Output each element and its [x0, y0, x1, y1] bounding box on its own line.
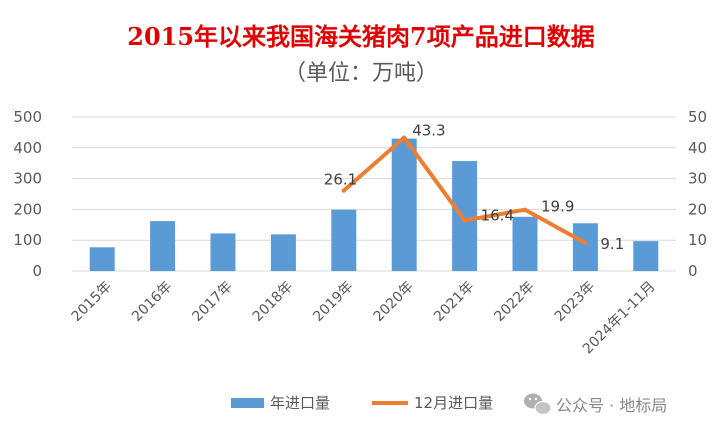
data-label: 26.1	[324, 171, 357, 189]
x-tick-label: 2023年	[552, 279, 598, 325]
legend: 年进口量 12月进口量	[231, 394, 493, 412]
right-tick-label: 20	[688, 200, 707, 218]
bar	[572, 223, 598, 271]
left-axis: 0 100 200 300 400 500	[13, 108, 42, 280]
bar-series	[89, 138, 659, 271]
legend-bar-swatch	[231, 398, 264, 408]
line-series: 26.1 43.3 16.4 19.9 9.1	[324, 122, 624, 253]
left-tick-label: 200	[13, 200, 42, 218]
data-label: 9.1	[600, 235, 624, 253]
x-axis: 2015年 2016年 2017年 2018年 2019年 2020年 2021年 2022年…	[69, 279, 659, 358]
watermark-text: 公众号 · 地标局	[556, 396, 667, 415]
bar	[150, 221, 176, 271]
right-tick-label: 10	[688, 231, 707, 249]
right-tick-label: 40	[688, 139, 707, 157]
x-tick-label: 2018年	[250, 279, 296, 325]
left-tick-label: 100	[13, 231, 42, 249]
x-tick-label: 2021年	[431, 279, 477, 325]
x-tick-label: 2016年	[129, 279, 175, 325]
line-point	[402, 135, 407, 140]
line-point	[583, 240, 588, 245]
wechat-icon	[524, 393, 552, 416]
line-point	[523, 207, 527, 212]
bar	[89, 247, 115, 271]
bar	[512, 216, 538, 271]
left-tick-label: 300	[13, 170, 42, 188]
right-tick-label: 0	[688, 262, 698, 280]
right-tick-label: 50	[688, 108, 707, 126]
line-point	[462, 218, 467, 223]
left-tick-label: 400	[13, 139, 42, 157]
data-label: 43.3	[412, 122, 445, 140]
bar	[391, 138, 417, 271]
watermark: 公众号 · 地标局	[524, 393, 667, 416]
chart-subtitle: （单位：万吨）	[284, 61, 438, 86]
x-tick-label: 2022年	[491, 279, 537, 325]
bar	[270, 234, 296, 271]
line-point	[341, 188, 346, 193]
bar	[452, 161, 478, 271]
left-tick-label: 0	[32, 262, 42, 280]
legend-line-label: 12月进口量	[414, 394, 493, 412]
x-tick-label: 2015年	[69, 279, 115, 325]
x-tick-label: 2019年	[310, 279, 356, 325]
bar	[210, 233, 236, 271]
x-tick-label: 2017年	[189, 279, 235, 325]
bar	[633, 241, 659, 271]
chart-title: 2015年以来我国海关猪肉7项产品进口数据	[127, 22, 595, 51]
x-tick-label: 2020年	[371, 279, 417, 325]
data-label: 16.4	[481, 206, 514, 224]
right-tick-label: 30	[688, 170, 707, 188]
left-tick-label: 500	[13, 108, 42, 126]
legend-bar-label: 年进口量	[270, 394, 330, 412]
right-axis: 0 10 20 30 40 50	[688, 108, 707, 280]
data-label: 19.9	[541, 198, 574, 216]
bar	[331, 209, 357, 271]
